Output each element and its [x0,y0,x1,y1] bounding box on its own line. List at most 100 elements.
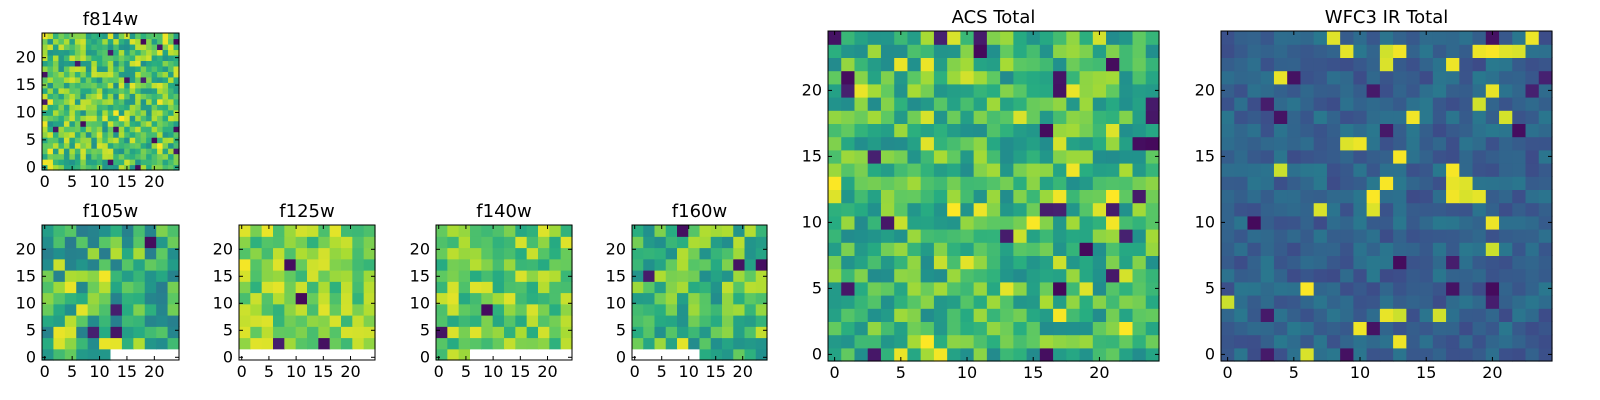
heatmap-cell [436,270,448,282]
heatmap-cell [947,268,961,283]
heatmap-cell [880,242,895,256]
heatmap-cell [1525,242,1540,256]
heatmap-cell [894,110,909,124]
heatmap-cell [1538,281,1553,296]
heatmap-cell [1512,136,1527,151]
heatmap-cell [69,137,76,144]
heatmap-cell [85,33,92,40]
heatmap-cell [1406,149,1421,164]
heatmap-cell [156,303,169,316]
heatmap-cell [643,225,656,237]
heatmap-cell [47,38,54,45]
heatmap-cell [492,225,505,237]
heatmap-cell [329,270,342,282]
heatmap-cell [1300,189,1315,204]
heatmap-cell [1092,57,1107,72]
heatmap-cell [665,326,678,339]
heatmap-cell [643,247,656,260]
heatmap-cell [110,270,123,282]
heatmap-cell [52,115,60,122]
heatmap-cell [1066,281,1081,296]
heatmap-cell [1145,83,1160,98]
heatmap-cell [69,82,76,89]
heatmap-cell [1106,31,1120,45]
heatmap-cell [124,65,131,72]
heatmap-cell [828,70,842,85]
heatmap-cell [1221,189,1235,204]
heatmap-cell [677,303,689,316]
heatmap-cell [699,258,712,271]
heatmap-cell [854,70,869,85]
heatmap-cell [526,270,539,282]
heatmap-cell [677,326,689,339]
heatmap-cell [1132,83,1147,98]
heatmap-cell [722,303,734,316]
heatmap-cell [1260,229,1275,243]
heatmap-cell [341,337,353,350]
heatmap-cell [352,247,365,260]
heatmap-cell [436,258,448,271]
heatmap-cell [140,148,147,155]
heatmap-cell [1393,57,1407,72]
heatmap-cell [146,87,153,94]
heatmap-cell [1066,136,1081,151]
heatmap-cell [167,348,180,361]
heatmap-cell [1013,334,1028,349]
heatmap-cell [63,120,70,127]
heatmap-cell [341,315,353,327]
heatmap-cell [1145,242,1160,256]
heatmap-cell [96,142,103,149]
heatmap-cell [1092,202,1107,217]
heatmap-cell [1538,347,1553,362]
heatmap-cell [1132,334,1147,349]
heatmap-cell [363,348,376,361]
heatmap-cell [1273,268,1288,283]
heatmap-cell [52,49,60,56]
heatmap-cell [526,225,539,237]
heatmap-cell [1353,242,1368,256]
heatmap-cell [828,176,842,190]
heatmap-cell [58,60,65,67]
heatmap-cell [85,159,92,166]
heatmap-cell [1026,97,1041,111]
heatmap-cell [1273,255,1288,270]
heatmap-cell [1234,308,1249,322]
heatmap-cell [1260,123,1275,138]
x-tick-label: 0 [630,362,640,381]
heatmap-cell [135,93,142,100]
heatmap-cell [96,148,103,155]
heatmap-cell [124,43,131,51]
heatmap-cell [74,120,81,127]
heatmap-cell [157,153,164,160]
heatmap-cell [52,120,60,127]
heatmap-cell [1432,176,1447,190]
heatmap-cell [1406,281,1421,296]
heatmap-cell [1432,123,1447,138]
heatmap-cell [1326,229,1341,243]
heatmap-cell [168,38,175,45]
heatmap-cell [47,76,54,83]
heatmap-cell [52,82,60,89]
heatmap-cell [632,270,644,282]
heatmap-cell [363,292,376,305]
heatmap-cell [69,142,76,149]
heatmap-cell [1066,229,1081,243]
heatmap-cell [146,38,153,45]
heatmap-cell [1092,110,1107,124]
heatmap-cell [458,247,471,260]
x-tick-label: 15 [117,172,137,191]
heatmap-cell [1432,57,1447,72]
heatmap-cell [87,326,100,339]
heatmap-cell [63,65,70,72]
heatmap-cell [920,229,935,243]
heatmap-cell [64,348,77,361]
heatmap-cell [1499,70,1513,85]
heatmap-cell [526,303,539,316]
heatmap-cell [1221,97,1235,111]
heatmap-cell [140,115,147,122]
heatmap-cell [560,258,573,271]
heatmap-cell [436,225,448,237]
heatmap-cell [854,229,869,243]
heatmap-cell [1340,308,1354,322]
heatmap-cell [91,120,98,127]
